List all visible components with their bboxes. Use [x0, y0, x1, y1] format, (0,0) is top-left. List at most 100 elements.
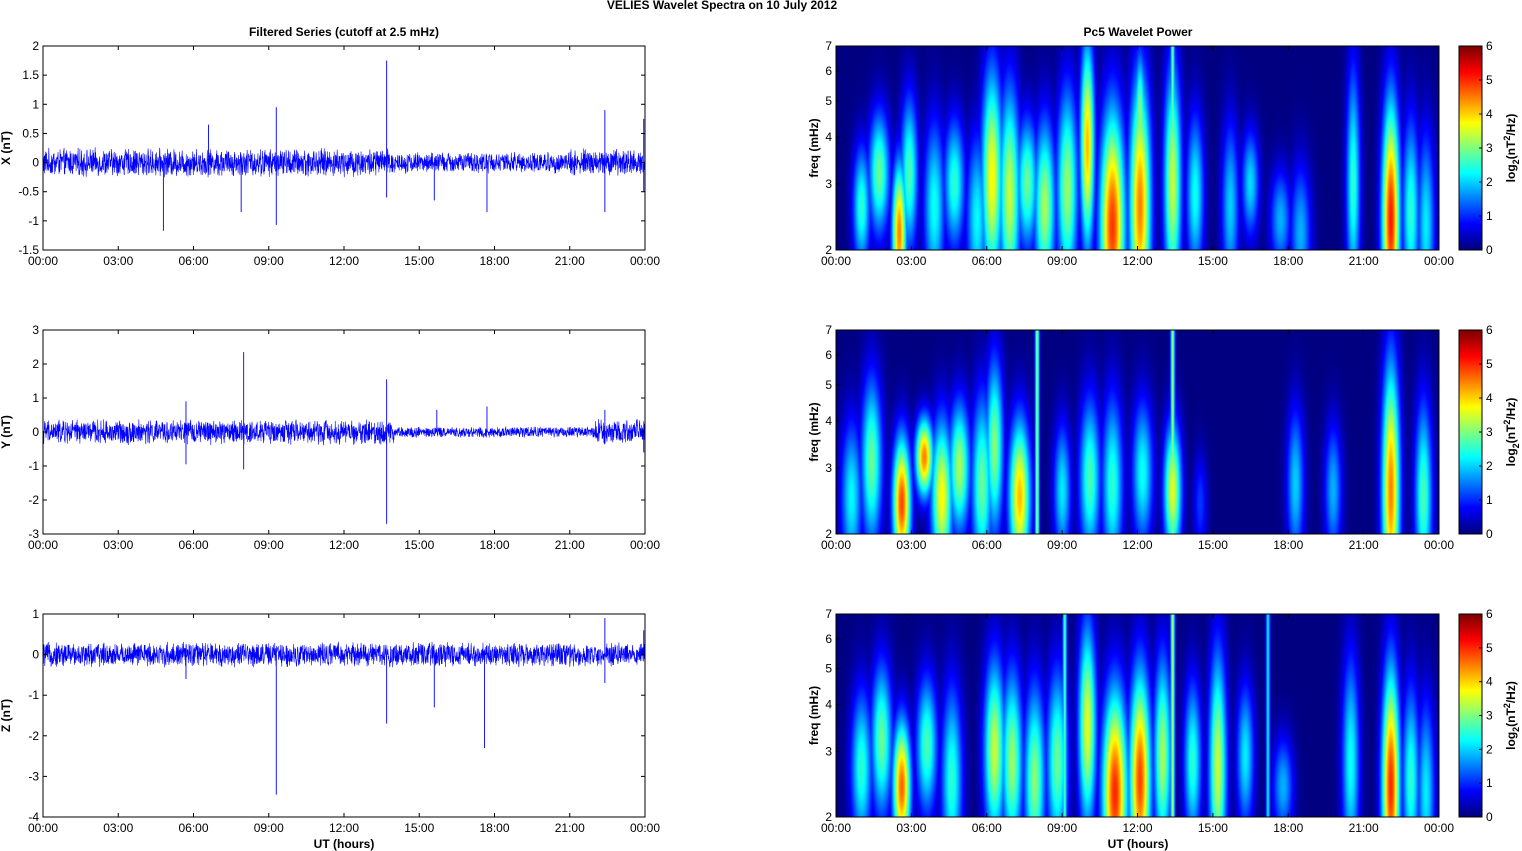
series-x-tick-label: 12:00 [329, 538, 359, 552]
y-tick-label: 1.5 [22, 68, 39, 82]
colorbar-tick-label: 6 [1486, 323, 1493, 337]
series-x-tick-label: 21:00 [555, 254, 585, 268]
series-x-tick-label: 00:00 [28, 821, 58, 835]
colorbar-label-part: 2 [1511, 159, 1521, 164]
y-axis-label: Z (nT) [0, 699, 13, 732]
series-x-tick-label: 09:00 [254, 538, 284, 552]
series-x-tick-label: 00:00 [28, 254, 58, 268]
y-tick-label: 0.5 [22, 126, 39, 140]
series-x-tick-label: 21:00 [555, 821, 585, 835]
y-tick-label: -2 [28, 493, 39, 507]
power-x-tick-label: 03:00 [896, 538, 926, 552]
colorbar [1459, 614, 1482, 817]
colorbar-tick-label: 2 [1486, 459, 1493, 473]
series-x-tick-label: 06:00 [178, 538, 208, 552]
colorbar [1459, 46, 1482, 250]
colorbar-label-part: 2 [1502, 420, 1512, 425]
y-tick-label: -2 [28, 729, 39, 743]
series-panel-x: 21.510.50-0.5-1-1.500:00 03:00 06:00 09:00 1… [0, 39, 660, 268]
colorbar-label-part: (nT [1504, 140, 1518, 159]
y-tick-label: 6 [825, 64, 832, 78]
y-axis-label: freq (mHz) [807, 402, 821, 461]
series-x-tick-label: 00:00 [630, 821, 660, 835]
series-x-tick-label: 00:00 [630, 538, 660, 552]
left-column-title: Filtered Series (cutoff at 2.5 mHz) [249, 25, 439, 39]
y-tick-label: 0 [32, 648, 39, 662]
power-x-tick-label: 06:00 [972, 821, 1002, 835]
colorbar-tick-label: 5 [1486, 357, 1493, 371]
power-x-tick-label: 21:00 [1349, 821, 1379, 835]
series-x-tick-label: 18:00 [479, 254, 509, 268]
wavelet-power-image [836, 614, 1439, 817]
y-tick-label: 7 [825, 607, 832, 621]
series-x-tick-label: 09:00 [254, 821, 284, 835]
power-x-tick-label: 00:00 [821, 821, 851, 835]
series-x-tick-label: 12:00 [329, 821, 359, 835]
colorbar-label-part: (nT [1504, 424, 1518, 443]
y-tick-label: 3 [825, 461, 832, 475]
y-tick-label: 1 [32, 391, 39, 405]
series-x-tick-label: 06:00 [178, 821, 208, 835]
y-tick-label: 2 [32, 357, 39, 371]
colorbar-label: log2(nT2/Hz) [1502, 681, 1521, 750]
y-tick-label: 5 [825, 94, 832, 108]
colorbar-tick-label: 4 [1486, 675, 1493, 689]
power-x-tick-label: 09:00 [1047, 821, 1077, 835]
y-tick-label: -0.5 [18, 185, 39, 199]
colorbar-label-part: 2 [1502, 136, 1512, 141]
series-x-tick-label: 03:00 [103, 538, 133, 552]
colorbar-tick-label: 3 [1486, 141, 1493, 155]
y-tick-label: 2 [825, 243, 832, 257]
power-x-tick-label: 21:00 [1349, 254, 1379, 268]
y-tick-label: 7 [825, 39, 832, 53]
colorbar-label-part: (nT [1504, 708, 1518, 727]
power-x-tick-label: 18:00 [1273, 254, 1303, 268]
power-x-tick-label: 15:00 [1198, 538, 1228, 552]
colorbar-tick-label: 3 [1486, 425, 1493, 439]
power-x-tick-label: 03:00 [896, 821, 926, 835]
right-column-title: Pc5 Wavelet Power [1084, 25, 1193, 39]
colorbar-label-part: 2 [1511, 727, 1521, 732]
series-trace-y [42, 418, 646, 446]
power-x-tick-label: 06:00 [972, 254, 1002, 268]
y-axis-label: X (nT) [0, 131, 13, 165]
y-tick-label: 3 [32, 323, 39, 337]
colorbar-tick-label: 4 [1486, 391, 1493, 405]
series-x-tick-label: 21:00 [555, 538, 585, 552]
y-tick-label: -1 [28, 459, 39, 473]
y-tick-label: -4 [28, 810, 39, 824]
y-tick-label: 6 [825, 348, 832, 362]
colorbar-label-part: log [1504, 448, 1518, 466]
power-x-tick-label: 00:00 [821, 538, 851, 552]
power-x-tick-label: 09:00 [1047, 538, 1077, 552]
colorbar-label-part: 2 [1511, 443, 1521, 448]
y-axis-label: freq (mHz) [807, 686, 821, 745]
series-x-tick-label: 12:00 [329, 254, 359, 268]
y-tick-label: 4 [825, 130, 832, 144]
colorbar-tick-label: 5 [1486, 641, 1493, 655]
colorbar-tick-label: 6 [1486, 607, 1493, 621]
power-x-tick-label: 18:00 [1273, 821, 1303, 835]
power-x-tick-label: 03:00 [896, 254, 926, 268]
plot-area [43, 614, 645, 817]
y-tick-label: 6 [825, 632, 832, 646]
power-x-tick-label: 15:00 [1198, 254, 1228, 268]
y-tick-label: 0 [32, 156, 39, 170]
power-x-tick-label: 00:00 [1424, 538, 1454, 552]
series-x-tick-label: 18:00 [479, 821, 509, 835]
power-x-tick-label: 06:00 [972, 538, 1002, 552]
wavelet-power-image [836, 46, 1439, 250]
colorbar-tick-label: 1 [1486, 209, 1493, 223]
y-tick-label: 3 [825, 177, 832, 191]
series-x-tick-label: 06:00 [178, 254, 208, 268]
series-x-tick-label: 03:00 [103, 254, 133, 268]
y-tick-label: 1 [32, 607, 39, 621]
colorbar-tick-label: 3 [1486, 709, 1493, 723]
colorbar-tick-label: 4 [1486, 107, 1493, 121]
colorbar-tick-label: 0 [1486, 527, 1493, 541]
y-tick-label: 7 [825, 323, 832, 337]
series-x-tick-label: 00:00 [630, 254, 660, 268]
